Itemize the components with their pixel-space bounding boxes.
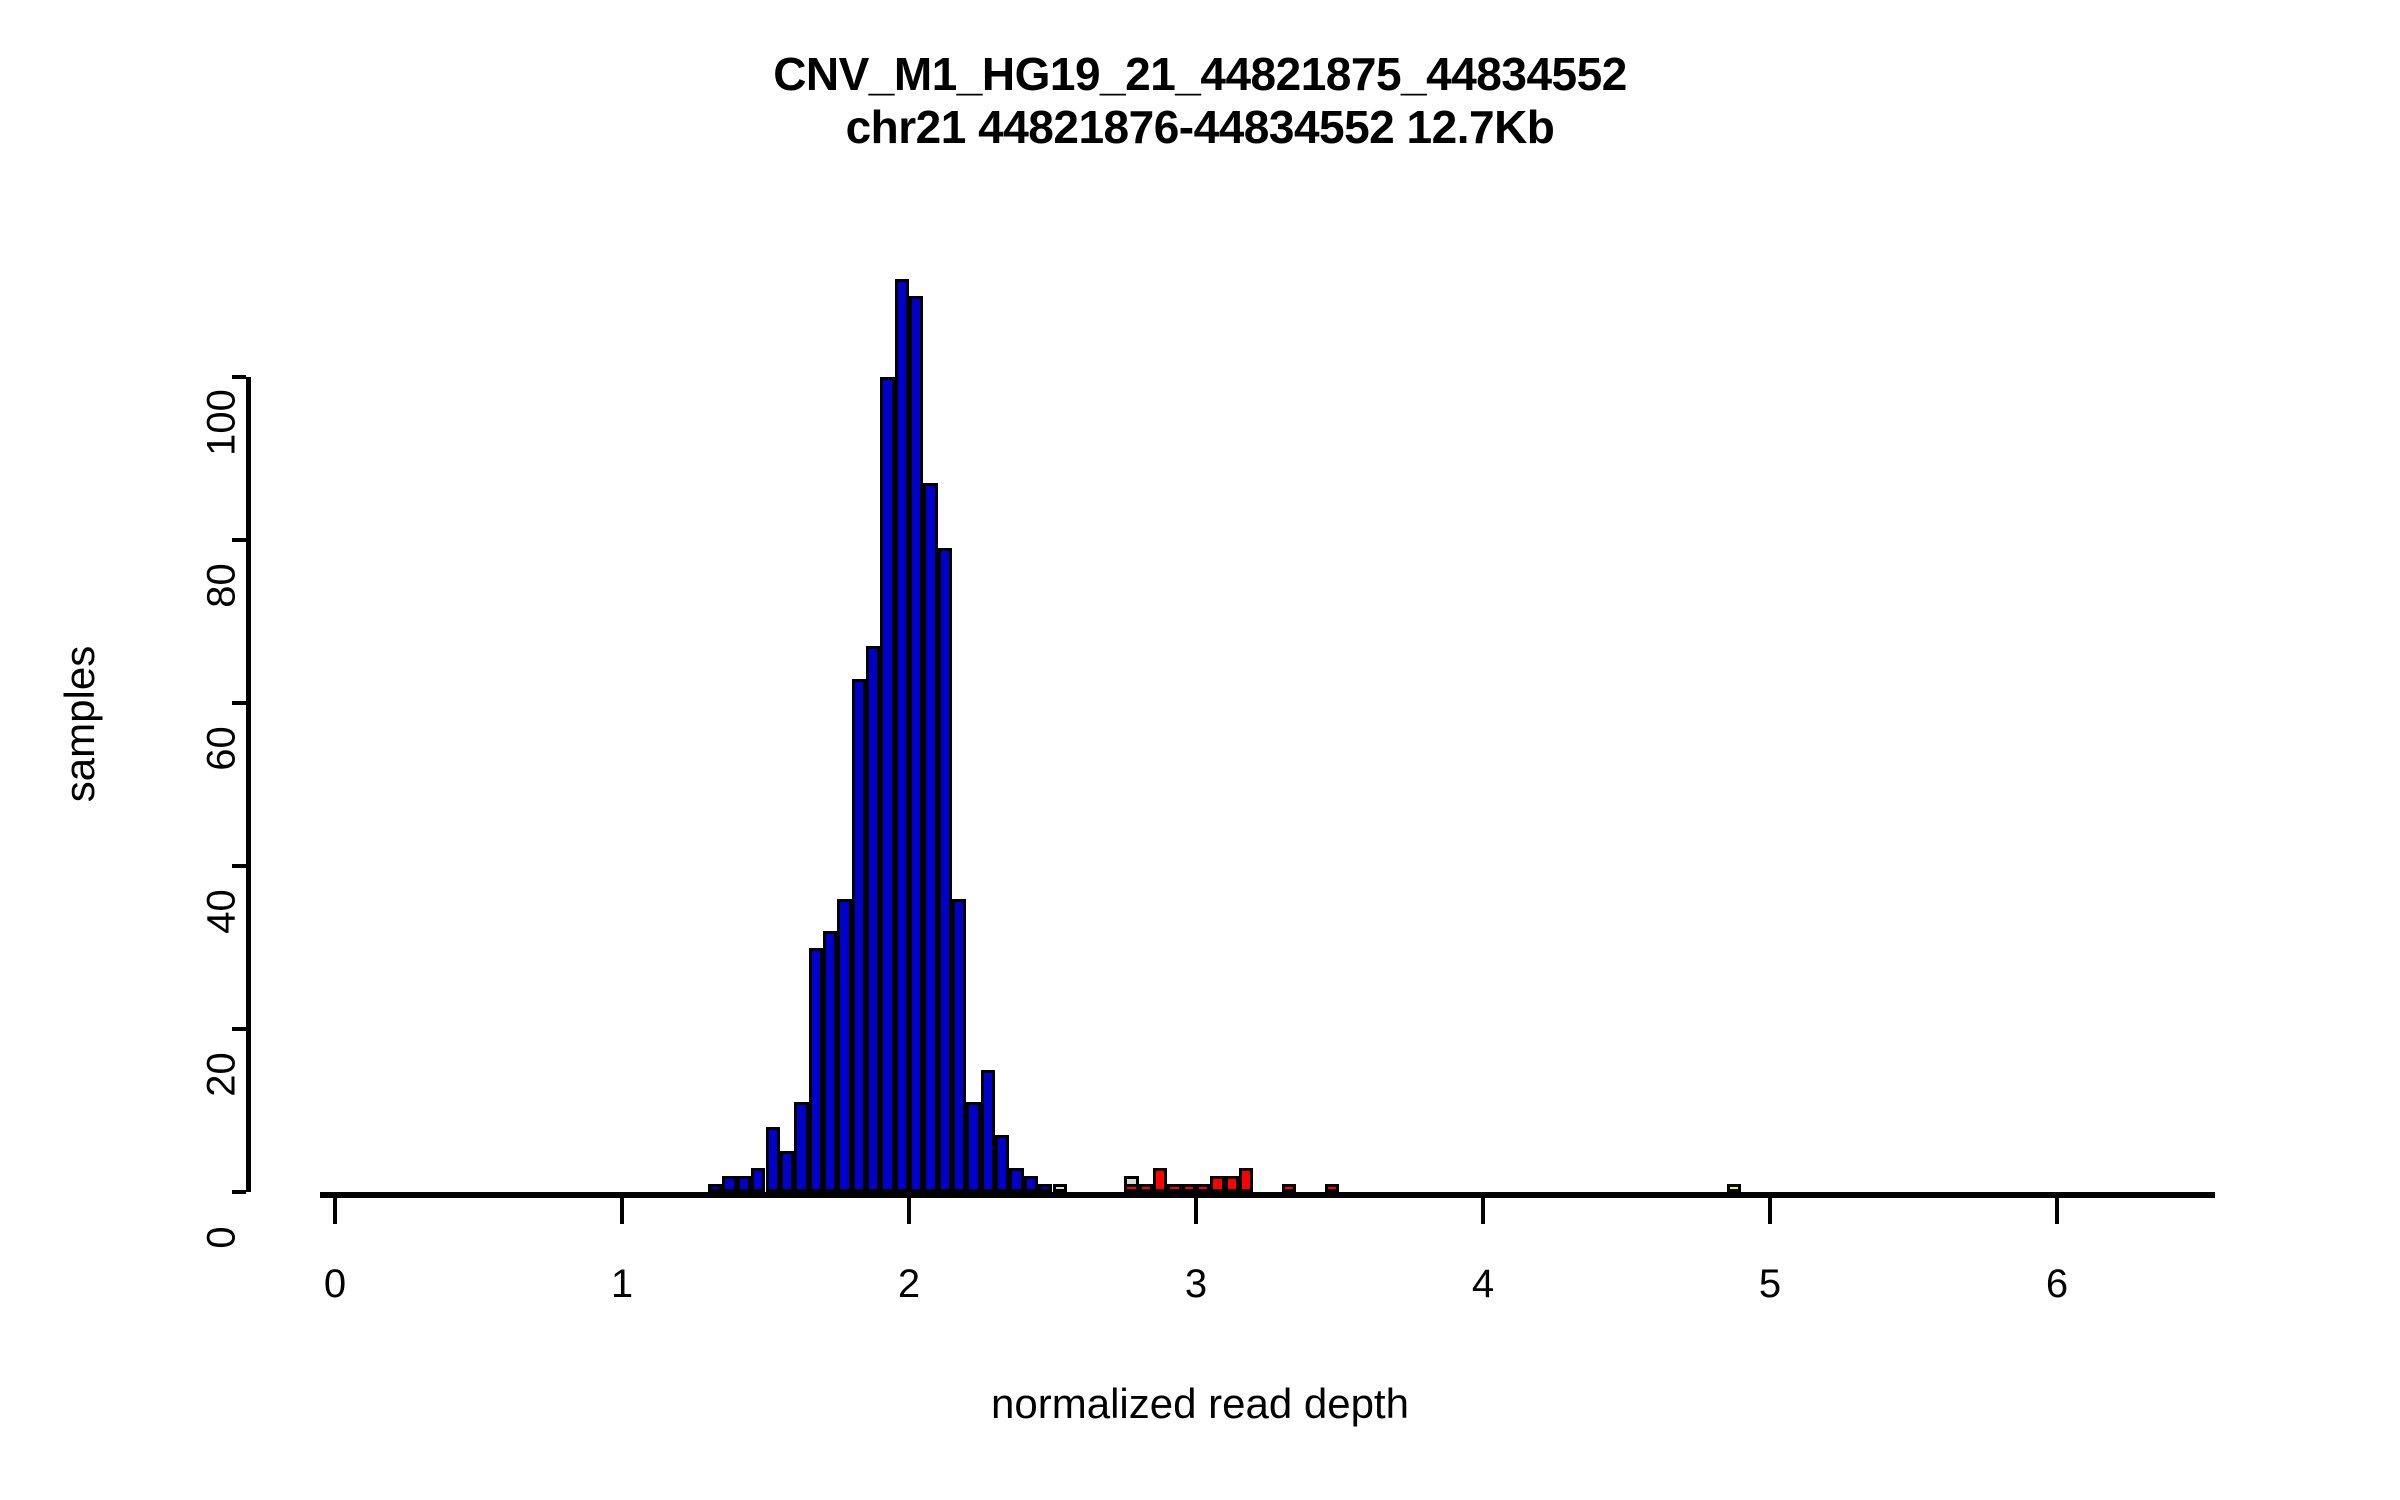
y-axis-tick-label: 100 (199, 389, 244, 456)
histogram-bar (952, 898, 967, 1192)
y-axis-label: samples (56, 645, 103, 803)
histogram-bar (779, 1151, 795, 1192)
x-axis-tick (333, 1198, 337, 1224)
y-axis-tick (232, 701, 246, 705)
histogram-bar (794, 1102, 809, 1192)
histogram-bar (1038, 1183, 1053, 1192)
title-line-2: chr21 44821876-44834552 12.7Kb (845, 101, 1555, 154)
x-axis-tick (620, 1198, 624, 1224)
histogram-bar (1052, 1183, 1067, 1192)
y-axis-tick-label: 0 (199, 1226, 244, 1249)
histogram-bar (894, 279, 909, 1192)
x-axis-tick-label: 2 (897, 1262, 921, 1306)
histogram-bar (1152, 1167, 1168, 1192)
histogram-bar (1196, 1183, 1211, 1192)
histogram-bar (995, 1134, 1010, 1192)
histogram-bar (1167, 1183, 1182, 1192)
histogram-bar (1239, 1167, 1254, 1192)
y-axis-tick (232, 1190, 246, 1194)
histogram-bar (966, 1102, 981, 1192)
histogram-bar (937, 548, 953, 1192)
histogram-bar (822, 931, 838, 1192)
x-axis-tick (2055, 1198, 2059, 1224)
y-axis-tick-label: 60 (199, 726, 244, 771)
histogram-bar (880, 377, 895, 1192)
y-axis-tick (232, 375, 246, 379)
histogram-bar (1138, 1183, 1153, 1192)
x-axis-tick (1768, 1198, 1772, 1224)
x-axis-tick-label: 0 (323, 1262, 347, 1306)
histogram-bar (1325, 1183, 1340, 1192)
x-axis-tick-label: 5 (1758, 1262, 1782, 1306)
histogram-bar (1210, 1175, 1225, 1192)
x-axis-tick (907, 1198, 911, 1224)
y-axis-line (246, 377, 251, 1192)
y-axis-tick (232, 864, 246, 868)
histogram-bar (851, 678, 866, 1192)
histogram-bar (1023, 1175, 1039, 1192)
x-axis-tick-label: 1 (610, 1262, 634, 1306)
title-line-1: CNV_M1_HG19_21_44821875_44834552 (773, 48, 1627, 100)
histogram-bar (736, 1175, 752, 1192)
x-axis-label: normalized read depth (991, 1380, 1409, 1427)
histogram-bar (1726, 1183, 1742, 1192)
histogram-bar (1224, 1175, 1240, 1192)
x-axis-tick-label: 6 (2045, 1262, 2069, 1306)
histogram-bar (1009, 1167, 1024, 1192)
y-axis-tick-label: 40 (199, 889, 244, 934)
histogram-bar (751, 1167, 766, 1192)
histogram-bar (865, 645, 881, 1192)
histogram-bar (1124, 1183, 1139, 1192)
x-axis-tick-label: 3 (1184, 1262, 1208, 1306)
histogram-bar (923, 482, 938, 1192)
y-axis-tick (232, 538, 246, 542)
histogram-bar (1181, 1183, 1196, 1192)
x-axis-tick-label: 4 (1471, 1262, 1495, 1306)
histogram-bar (808, 947, 823, 1192)
histogram-bar (909, 295, 924, 1192)
x-axis-tick (1194, 1198, 1198, 1224)
x-axis-tick (1481, 1198, 1485, 1224)
histogram-bar (765, 1126, 780, 1192)
histogram-bar (1282, 1183, 1297, 1192)
histogram-bar (722, 1175, 737, 1192)
y-axis-tick-label: 80 (199, 563, 244, 608)
histogram-bar (980, 1069, 996, 1192)
histogram-bar (708, 1183, 723, 1192)
histogram-bar (837, 898, 852, 1192)
y-axis-tick-label: 20 (199, 1052, 244, 1097)
figure-title: CNV_M1_HG19_21_44821875_44834552 chr21 4… (0, 48, 2400, 155)
x-axis-line (320, 1192, 2215, 1198)
y-axis-tick (232, 1027, 246, 1031)
